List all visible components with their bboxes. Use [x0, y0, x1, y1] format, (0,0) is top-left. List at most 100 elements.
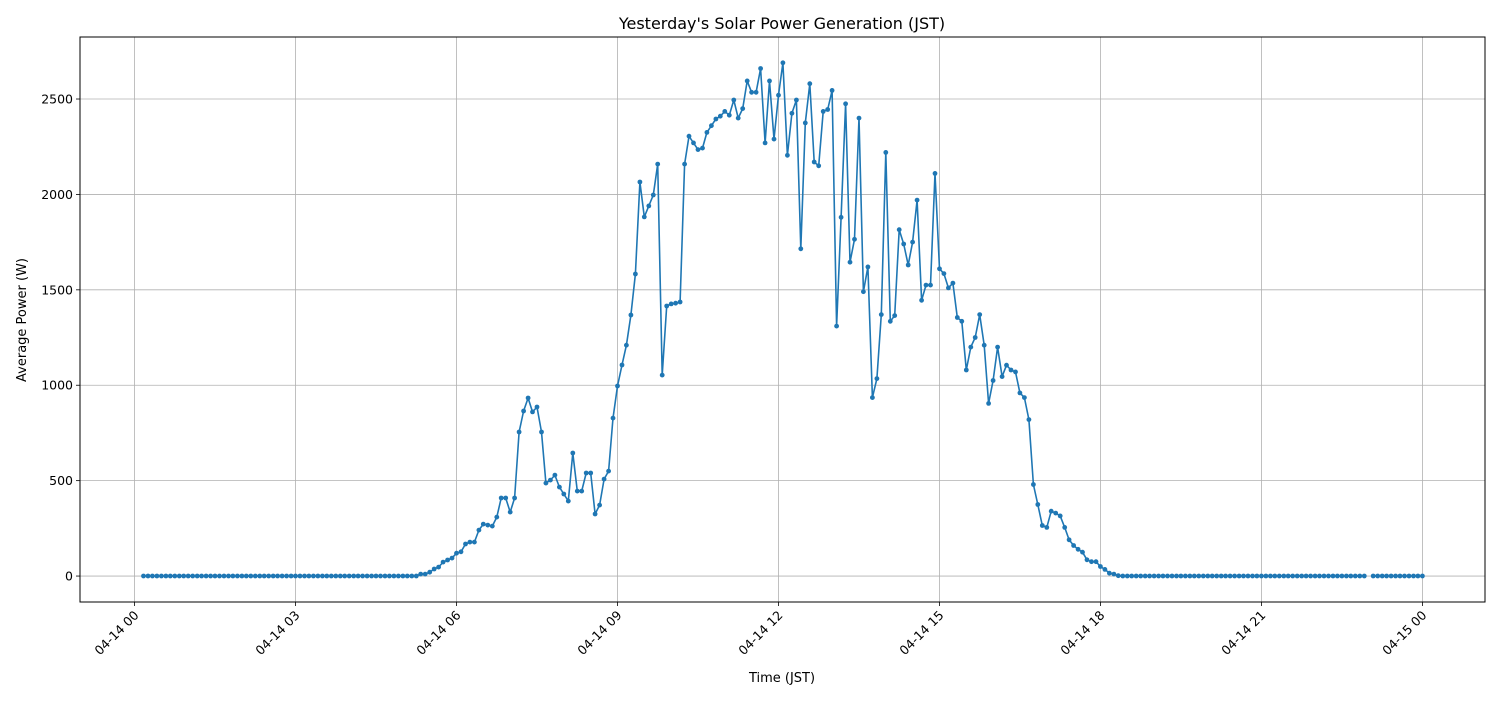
data-point [713, 116, 719, 122]
data-point [829, 88, 835, 93]
data-point [1013, 369, 1018, 375]
data-point [691, 140, 696, 146]
data-point [1187, 573, 1193, 579]
data-point [1339, 573, 1345, 579]
data-point [1062, 525, 1068, 530]
data-point [176, 573, 182, 579]
data-point [378, 573, 383, 579]
data-point [485, 522, 491, 528]
data-point [802, 120, 808, 126]
data-point [878, 312, 884, 317]
data-point [1026, 417, 1032, 422]
data-point [427, 569, 433, 575]
data-point [986, 401, 991, 406]
data-point [543, 480, 549, 486]
data-point [1008, 367, 1014, 373]
data-point [637, 179, 643, 185]
data-point [1232, 573, 1237, 579]
data-point [1330, 573, 1336, 579]
data-point [530, 409, 535, 415]
data-point [445, 557, 450, 563]
data-point [628, 312, 634, 318]
data-point [1124, 573, 1130, 579]
data-point [1321, 573, 1327, 579]
data-point [516, 429, 522, 435]
data-point [641, 214, 647, 220]
data-point [999, 374, 1005, 379]
data-point [1196, 573, 1202, 579]
data-point [856, 115, 862, 121]
data-point [950, 280, 956, 286]
data-point [418, 571, 424, 577]
y-tick-label: 2000 [41, 187, 73, 202]
data-point [807, 81, 813, 87]
data-point [337, 573, 343, 579]
data-point [1223, 573, 1228, 579]
data-point [1352, 573, 1358, 579]
data-point [1281, 573, 1287, 579]
data-point [789, 110, 795, 116]
data-point [364, 573, 370, 579]
data-point [954, 315, 960, 320]
data-point [905, 262, 911, 268]
data-point [650, 192, 656, 198]
data-point [1178, 573, 1184, 579]
data-point [946, 285, 951, 291]
data-point [1406, 573, 1412, 579]
data-point [959, 318, 965, 324]
data-point [1183, 573, 1188, 579]
y-tick-label: 1500 [41, 282, 73, 297]
data-point [919, 297, 924, 303]
data-point [185, 573, 191, 579]
data-point [1303, 573, 1309, 579]
data-point [780, 60, 786, 66]
data-point [230, 573, 236, 579]
data-point [261, 573, 267, 579]
data-point [221, 573, 227, 579]
data-point [838, 214, 844, 220]
data-point [480, 521, 486, 527]
data-point [400, 573, 406, 579]
data-point [1138, 573, 1144, 579]
data-point [284, 573, 289, 579]
data-point [1379, 573, 1385, 579]
data-point [1075, 546, 1081, 552]
x-tick-label: 04-14 18 [1057, 607, 1107, 657]
data-point [1268, 573, 1273, 579]
data-point [1375, 573, 1381, 579]
data-point [145, 573, 151, 579]
y-tick-label: 1000 [41, 378, 73, 393]
data-point [1129, 573, 1135, 579]
data-point [1071, 543, 1076, 548]
data-point [700, 145, 705, 151]
data-point [525, 395, 531, 401]
data-point [668, 301, 674, 307]
data-point [163, 573, 169, 579]
data-point [548, 477, 553, 483]
data-point [588, 470, 594, 476]
data-point [449, 555, 455, 561]
data-point [1370, 573, 1376, 579]
data-point [597, 502, 602, 508]
data-point [722, 109, 728, 114]
data-point [1317, 573, 1322, 579]
data-point [1205, 573, 1211, 579]
data-point [1160, 573, 1166, 579]
data-point [928, 282, 933, 288]
data-point [1335, 573, 1340, 579]
data-point [659, 372, 665, 378]
data-point [910, 239, 915, 245]
data-point [731, 97, 737, 103]
data-point [937, 266, 942, 272]
data-point [941, 271, 947, 276]
x-tick-label: 04-14 06 [413, 607, 463, 657]
x-axis-label: Time (JST) [748, 671, 815, 686]
data-point [1120, 573, 1126, 579]
data-point [1348, 573, 1354, 579]
data-point [1191, 573, 1197, 579]
y-tick-label: 2500 [41, 92, 73, 107]
data-point [226, 573, 231, 579]
x-tick-label: 04-15 00 [1379, 607, 1429, 657]
data-point [1241, 573, 1246, 579]
